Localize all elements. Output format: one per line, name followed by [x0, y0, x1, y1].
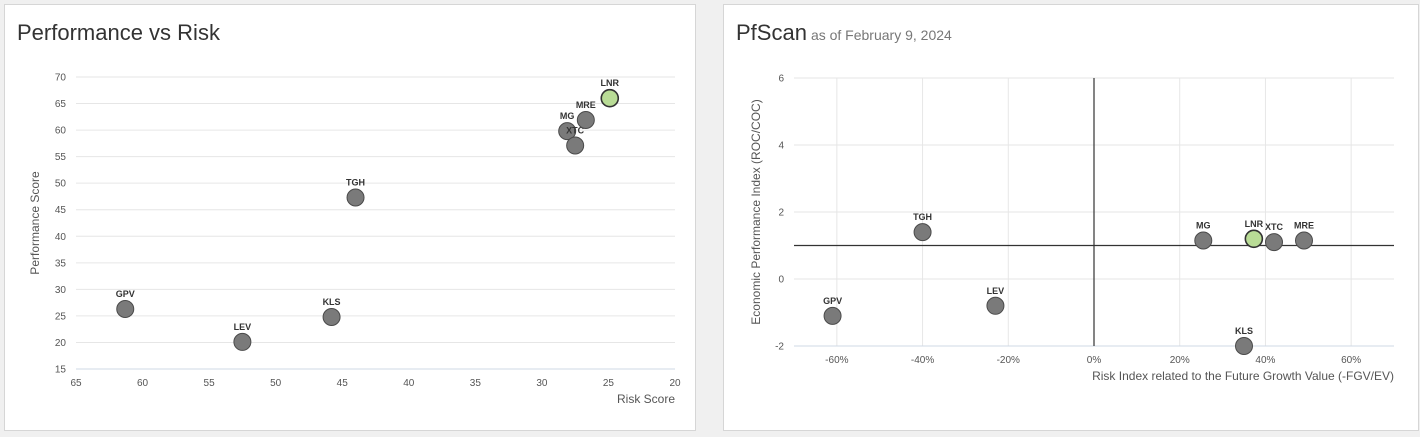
data-label: TGH: [913, 212, 932, 222]
data-point: [233, 332, 252, 351]
y-tick-label: 65: [55, 99, 67, 110]
chart-title: PfScan: [736, 20, 807, 45]
y-tick-label: 55: [55, 152, 67, 163]
x-axis-title: Risk Index related to the Future Growth …: [1092, 369, 1394, 383]
data-point: [566, 136, 585, 155]
y-tick-label: 2: [778, 208, 784, 219]
y-tick-label: 70: [55, 73, 67, 84]
y-tick-label: 35: [55, 258, 67, 269]
data-label: MG: [1196, 220, 1211, 230]
data-label: TGH: [346, 178, 365, 188]
y-tick-label: 45: [55, 205, 67, 216]
data-label: LNR: [1245, 219, 1264, 229]
x-tick-label: 35: [470, 378, 482, 389]
chart-title: Performance vs Risk: [17, 20, 220, 45]
x-tick-label: 60%: [1341, 355, 1361, 366]
data-point: [322, 307, 341, 326]
data-point-highlighted: [600, 88, 620, 108]
x-tick-label: 30: [536, 378, 548, 389]
data-label: XTC: [566, 125, 585, 135]
data-label: MRE: [576, 100, 596, 110]
data-label: LEV: [234, 322, 252, 332]
data-point: [1194, 231, 1213, 250]
x-tick-label: -60%: [825, 355, 848, 366]
y-tick-label: 15: [55, 365, 67, 376]
x-tick-label: 40%: [1255, 355, 1275, 366]
x-tick-label: 20: [669, 378, 681, 389]
x-axis-title: Risk Score: [617, 392, 675, 406]
chart-title-wrap: PfScan as of February 9, 2024: [736, 20, 952, 46]
y-tick-label: 30: [55, 285, 67, 296]
x-tick-label: 55: [204, 378, 216, 389]
data-label: KLS: [323, 297, 341, 307]
x-tick-label: 50: [270, 378, 282, 389]
data-point: [823, 306, 842, 325]
y-axis-title: Economic Performance Index (ROC/COC): [749, 99, 763, 324]
data-label: GPV: [823, 296, 842, 306]
performance-vs-risk-panel: Performance vs Risk 15 20 25 30 35 40 45 50 55 60…: [4, 4, 696, 431]
data-point: [1265, 233, 1283, 252]
x-tick-label: -20%: [997, 355, 1020, 366]
x-tick-label: 45: [337, 378, 349, 389]
pfscan-panel: PfScan as of February 9, 2024 -2 0 2 4 6 -60% -…: [723, 4, 1419, 431]
y-tick-label: 0: [778, 275, 784, 286]
x-tick-label: 40: [403, 378, 415, 389]
y-tick-label: 6: [778, 74, 784, 85]
performance-vs-risk-chart: 15 20 25 30 35 40 45 50 55 60 65 70 65 60 55 50 45 40 35 30…: [28, 73, 681, 407]
data-point: [1235, 337, 1253, 355]
y-tick-label: 50: [55, 179, 67, 190]
y-axis-title: Performance Score: [28, 171, 42, 275]
data-point-highlighted: [1244, 229, 1264, 249]
x-tick-label: -40%: [911, 355, 934, 366]
data-point: [913, 223, 932, 242]
chart-subtitle: as of February 9, 2024: [810, 27, 952, 43]
x-tick-label: 0%: [1087, 355, 1102, 366]
data-label: XTC: [1265, 222, 1284, 232]
x-tick-label: 25: [603, 378, 615, 389]
x-tick-label: 65: [70, 378, 82, 389]
x-tick-label: 60: [137, 378, 149, 389]
data-label: MRE: [1294, 220, 1314, 230]
data-label: KLS: [1235, 326, 1253, 336]
data-point: [558, 122, 577, 141]
data-label: GPV: [116, 289, 135, 299]
y-tick-label: 20: [55, 338, 67, 349]
data-point: [986, 296, 1005, 315]
data-point: [116, 300, 135, 319]
y-tick-label: 25: [55, 311, 67, 322]
data-point: [346, 188, 365, 207]
y-tick-label: 60: [55, 126, 67, 137]
pfscan-chart: -2 0 2 4 6 -60% -40% -20% 0% 20% 40% 60% Risk Index …: [749, 74, 1394, 383]
y-tick-label: 40: [55, 232, 67, 243]
data-label: MG: [560, 111, 575, 121]
data-label: LNR: [601, 78, 620, 88]
data-point: [576, 111, 595, 130]
y-tick-label: 4: [778, 141, 784, 152]
data-label: LEV: [987, 286, 1005, 296]
y-tick-label: -2: [775, 342, 784, 353]
data-point: [1295, 231, 1313, 250]
x-tick-label: 20%: [1170, 355, 1190, 366]
